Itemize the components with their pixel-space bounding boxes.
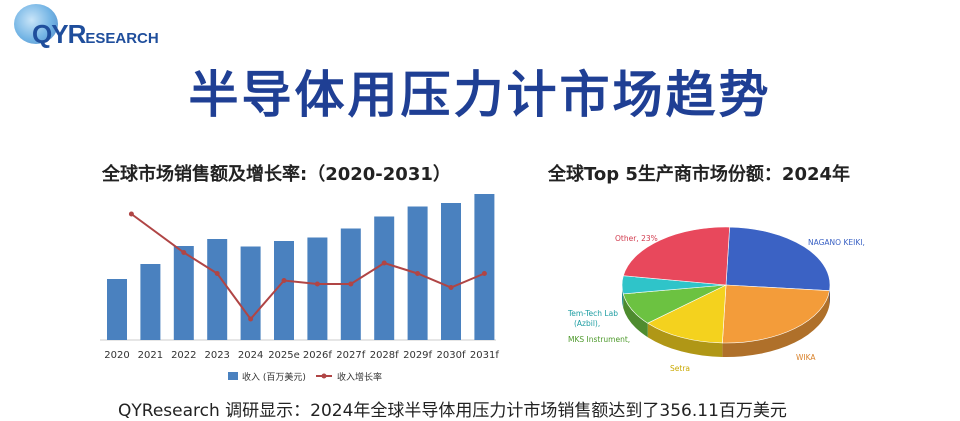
pie-label-4: Tem-Tech Lab(Azbil), xyxy=(567,309,618,328)
pie-slice-1 xyxy=(722,285,829,343)
pie-label-1: WIKA xyxy=(796,353,816,362)
pie-label-0: NAGANO KEIKI, xyxy=(808,238,865,247)
market-share-pie-chart: NAGANO KEIKI, WIKA Setra MKS Instrument, Tem… xyxy=(0,0,960,408)
pie-label-5: Other, 23% xyxy=(615,234,658,243)
pie-slice-0 xyxy=(726,227,830,291)
pie-label-2: Setra xyxy=(670,364,690,373)
pie-label-3: MKS Instrument, xyxy=(568,335,630,344)
summary-text: QYResearch 调研显示：2024年全球半导体用压力计市场销售额达到了35… xyxy=(118,396,787,421)
